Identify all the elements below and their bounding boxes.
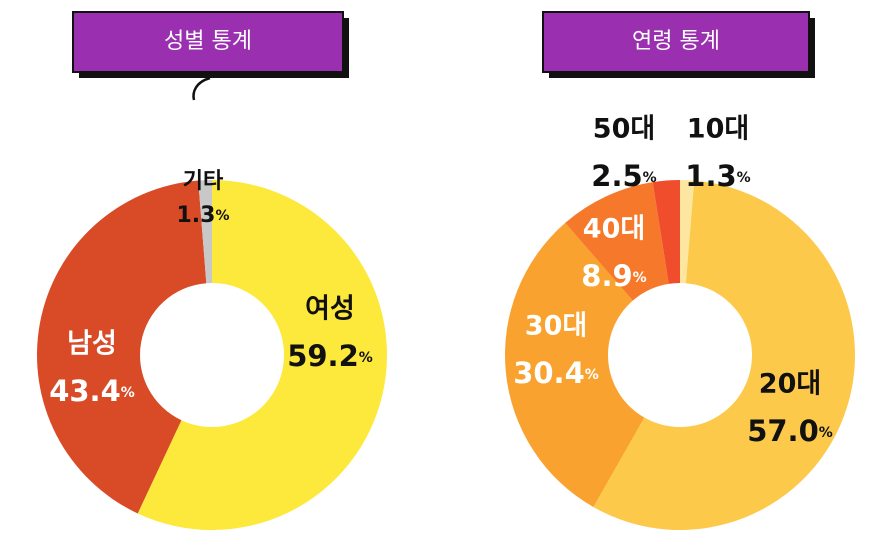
unit: %: [359, 350, 373, 366]
slice-value: 1.3%: [176, 203, 229, 228]
title-box: [72, 11, 349, 101]
donut-slice: [505, 222, 645, 508]
donut-slice: [565, 182, 669, 301]
value-label: 59.2: [287, 339, 359, 373]
chart-title: 성별 통계: [164, 29, 252, 54]
slice-name: 기타: [183, 169, 224, 194]
slice-value: 1.3%: [685, 159, 750, 193]
donut-slice: [680, 180, 695, 284]
slice-value: 8.9%: [581, 259, 646, 293]
value-label: 1.3: [176, 203, 215, 228]
chart-title: 연령 통계: [632, 29, 720, 54]
unit: %: [585, 367, 599, 383]
slice-name: 30대: [525, 311, 587, 342]
donut-slice: [652, 180, 680, 284]
title-box: [542, 11, 815, 78]
slice-value: 30.4%: [513, 356, 599, 390]
slice-value: 57.0%: [747, 414, 833, 448]
value-label: 1.3: [685, 159, 736, 193]
donut-slice: [36, 180, 207, 514]
unit: %: [737, 170, 751, 186]
unit: %: [643, 170, 657, 186]
slice-name: 남성: [67, 329, 117, 360]
donut-slice: [593, 180, 856, 531]
unit: %: [121, 385, 135, 401]
value-label: 57.0: [747, 414, 819, 448]
slice-name: 여성: [305, 294, 355, 325]
value-label: 43.4: [49, 374, 121, 408]
slice-name: 10대: [687, 114, 749, 145]
value-label: 30.4: [513, 356, 585, 390]
unit: %: [215, 208, 229, 224]
donut-slice: [137, 180, 387, 530]
slice-value: 59.2%: [287, 339, 373, 373]
slice-value: 2.5%: [591, 159, 656, 193]
unit: %: [633, 270, 647, 286]
slice-value: 43.4%: [49, 374, 135, 408]
value-label: 8.9: [581, 259, 632, 293]
slice-name: 40대: [583, 214, 645, 245]
slice-name: 50대: [593, 114, 655, 145]
unit: %: [819, 425, 833, 441]
donut-slice: [198, 180, 212, 284]
slice-name: 20대: [759, 369, 821, 400]
value-label: 2.5: [591, 159, 642, 193]
